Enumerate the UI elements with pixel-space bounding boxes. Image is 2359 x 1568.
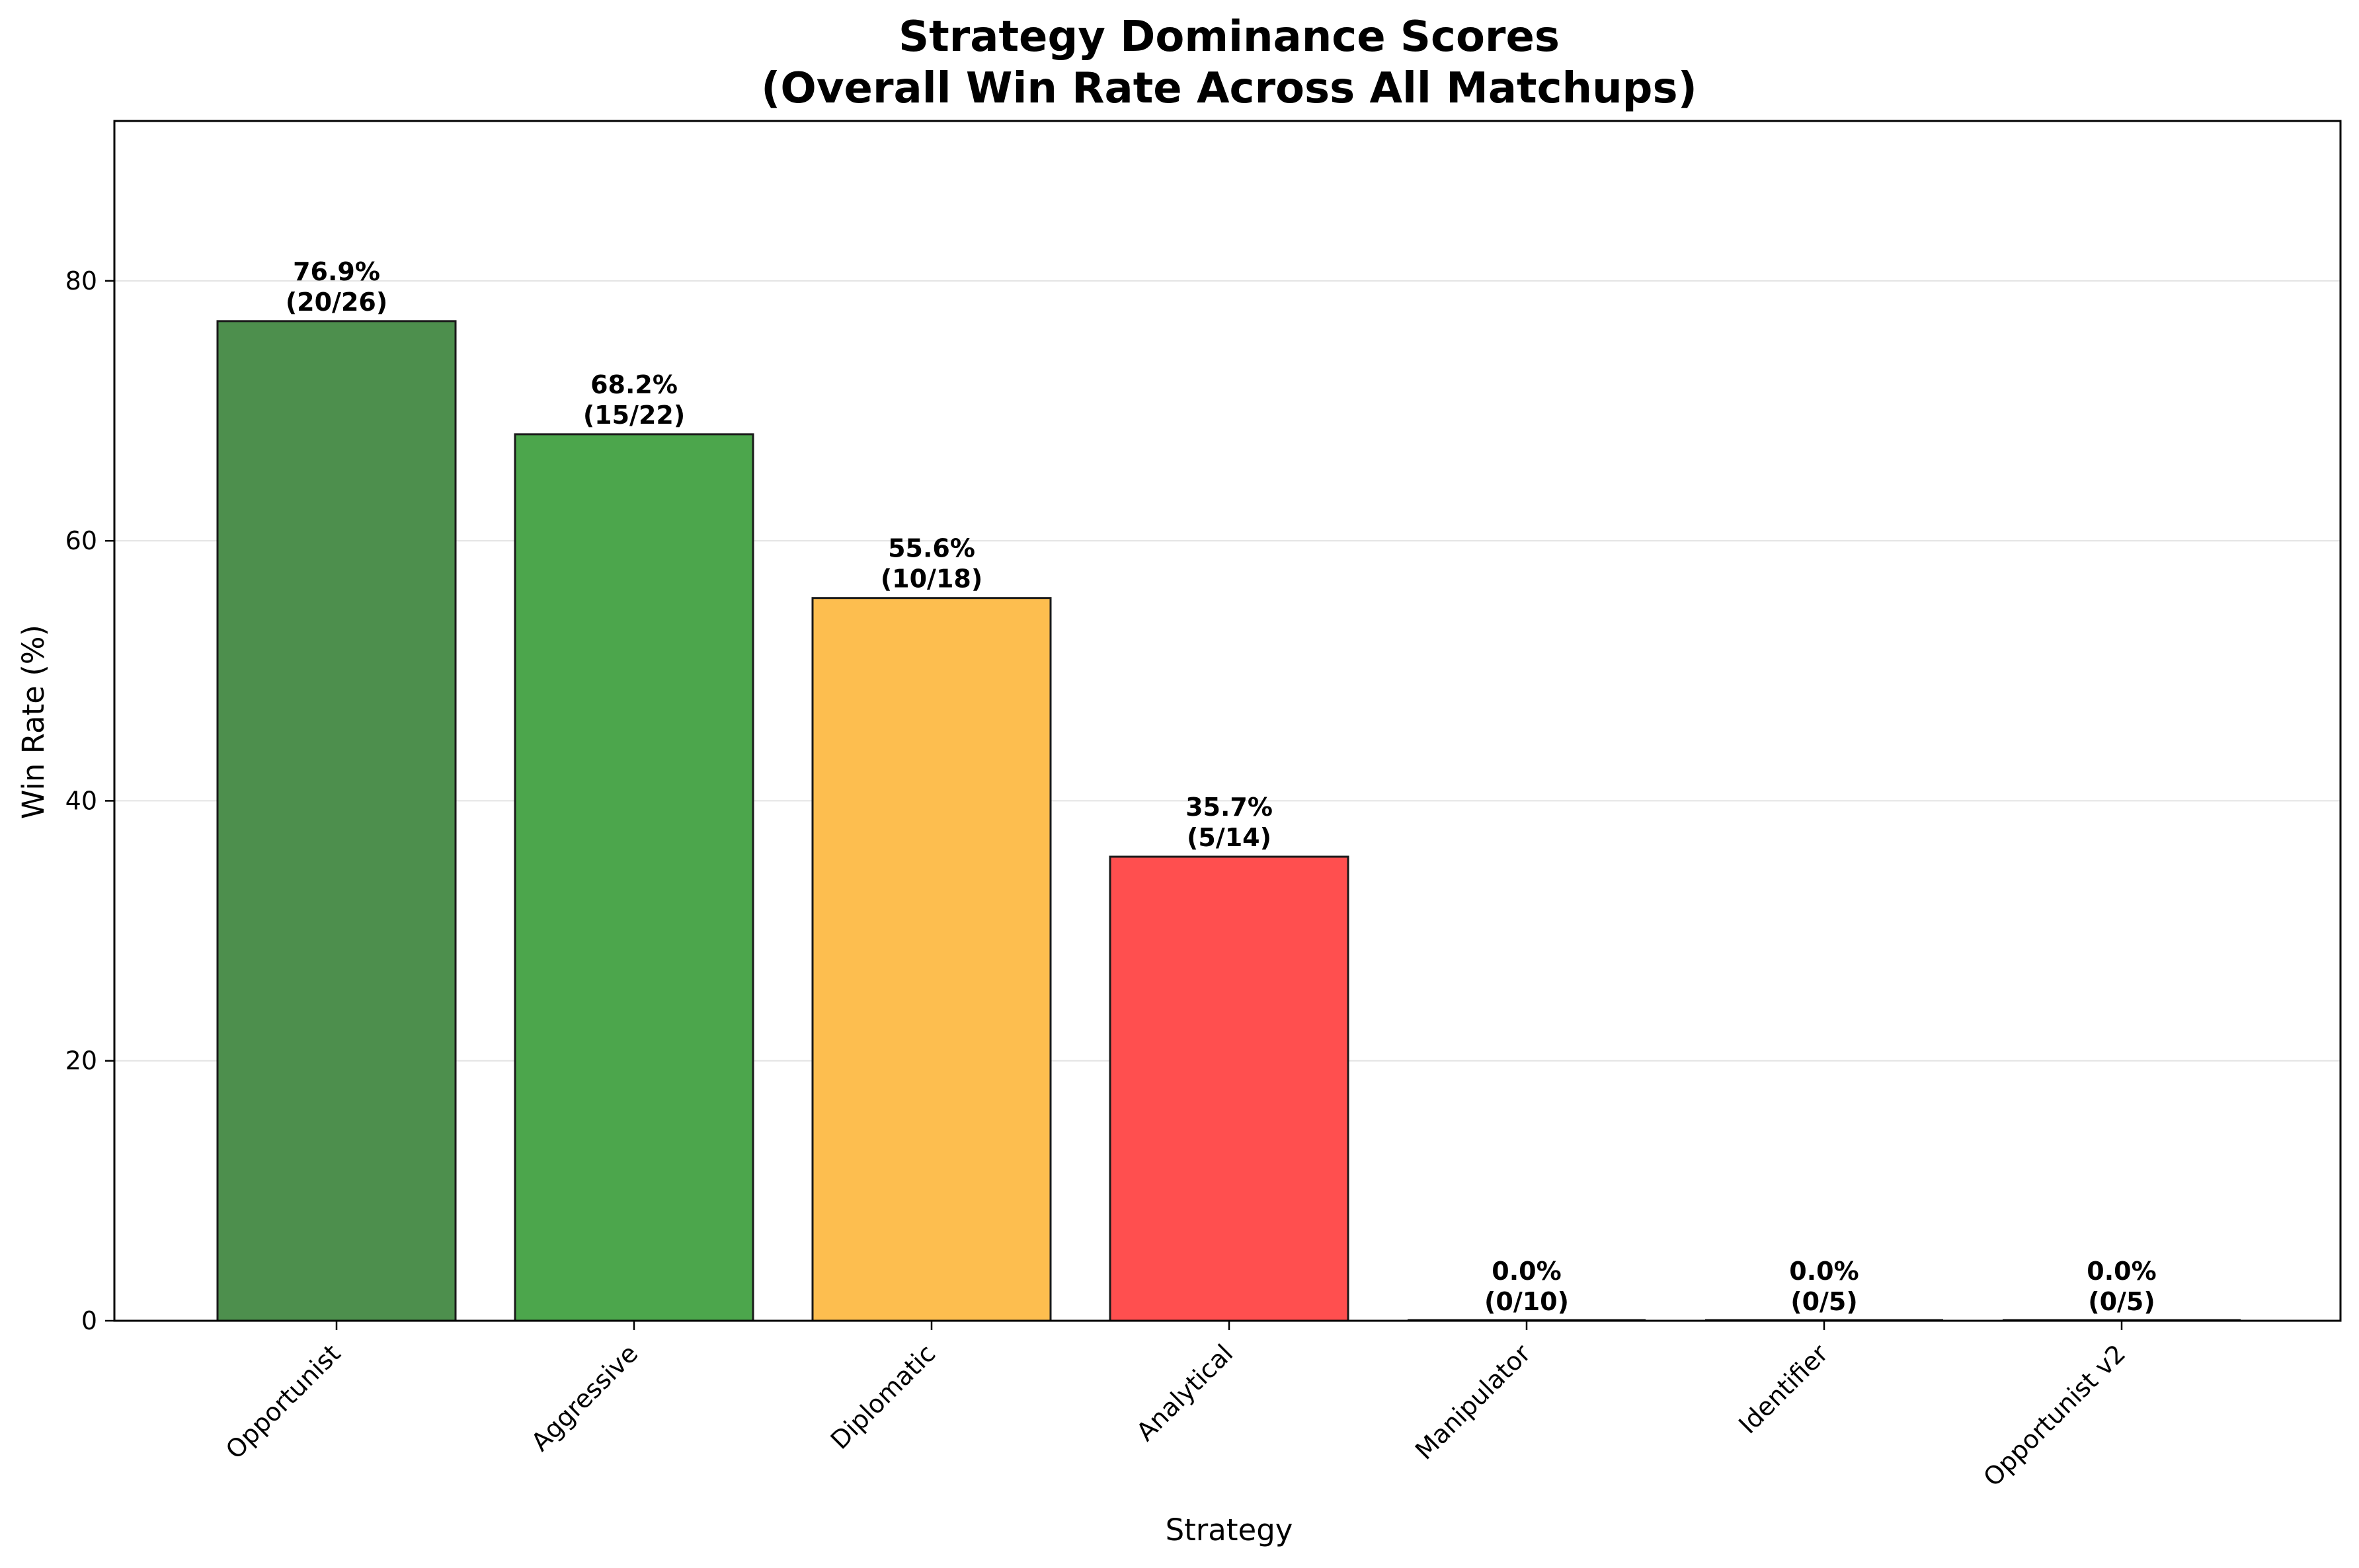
x-tick-label: Manipulator xyxy=(1410,1339,1537,1466)
x-tick-label: Identifier xyxy=(1733,1339,1833,1439)
x-tick-label: Opportunist v2 xyxy=(1978,1339,2131,1492)
data-label-percent: 0.0% xyxy=(2087,1257,2156,1286)
data-label-count: (0/5) xyxy=(2088,1287,2155,1316)
x-tick-label: Analytical xyxy=(1131,1339,1238,1446)
data-label-count: (0/10) xyxy=(1484,1287,1569,1316)
data-label-count: (15/22) xyxy=(583,401,685,430)
data-label-count: (0/5) xyxy=(1790,1287,1858,1316)
chart-title: Strategy Dominance Scores xyxy=(899,13,1560,61)
data-label-percent: 35.7% xyxy=(1185,793,1273,822)
data-label-percent: 68.2% xyxy=(590,370,678,399)
y-tick-label: 0 xyxy=(81,1306,97,1335)
data-label-count: (5/14) xyxy=(1187,823,1271,852)
data-label-count: (20/26) xyxy=(286,288,387,317)
data-label-percent: 55.6% xyxy=(888,534,975,563)
y-tick-label: 40 xyxy=(65,786,97,815)
x-tick-label: Opportunist xyxy=(220,1339,346,1464)
plot-frame xyxy=(113,120,2342,1322)
bar-analytical xyxy=(1109,855,1349,1322)
x-axis: Opportunist Aggressive Diplomatic Analytica… xyxy=(220,1321,2131,1492)
data-labels: 76.9%(20/26) 68.2%(15/22) 55.6%(10/18) 35.7… xyxy=(286,257,2157,1316)
bar-aggressive xyxy=(514,433,754,1322)
x-tick-label: Aggressive xyxy=(526,1339,644,1457)
bar-opportunist xyxy=(216,320,457,1322)
x-tick-label: Diplomatic xyxy=(825,1339,941,1455)
data-label-percent: 76.9% xyxy=(293,257,380,286)
y-axis: 0 20 40 60 80 xyxy=(65,266,114,1335)
data-label-percent: 0.0% xyxy=(1789,1257,1859,1286)
bar-diplomatic xyxy=(811,597,1052,1322)
x-axis-label: Strategy xyxy=(1166,1512,1293,1548)
data-label-count: (10/18) xyxy=(881,565,982,594)
chart-subtitle: (Overall Win Rate Across All Matchups) xyxy=(761,64,1697,113)
y-axis-label: Win Rate (%) xyxy=(16,625,51,819)
data-label-percent: 0.0% xyxy=(1492,1257,1561,1286)
y-tick-label: 20 xyxy=(65,1046,97,1076)
y-tick-label: 80 xyxy=(65,266,97,295)
bars xyxy=(216,320,2241,1322)
y-tick-label: 60 xyxy=(65,526,97,555)
